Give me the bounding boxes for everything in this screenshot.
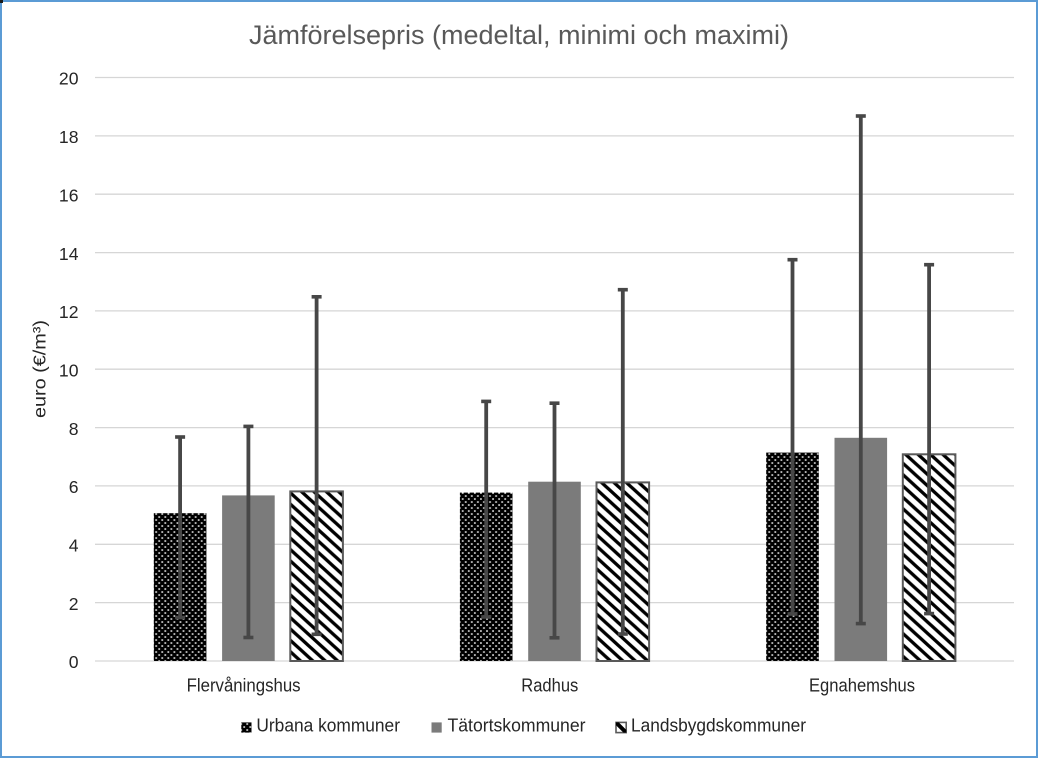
svg-text:Tätortskommuner: Tätortskommuner: [448, 715, 586, 736]
svg-text:4: 4: [69, 536, 79, 556]
svg-text:8: 8: [69, 419, 79, 439]
svg-text:16: 16: [59, 185, 79, 205]
svg-text:Landsbygdskommuner: Landsbygdskommuner: [631, 715, 806, 736]
svg-text:12: 12: [59, 302, 79, 322]
svg-text:10: 10: [59, 360, 79, 380]
svg-text:euro (€/m³): euro (€/m³): [30, 320, 50, 418]
svg-text:Egnahemshus: Egnahemshus: [809, 674, 915, 695]
svg-text:20: 20: [59, 69, 79, 89]
svg-text:Flervåningshus: Flervåningshus: [187, 674, 301, 695]
svg-text:Urbana kommuner: Urbana kommuner: [256, 715, 400, 736]
svg-text:Radhus: Radhus: [521, 674, 578, 695]
svg-text:Jämförelsepris (medeltal, mini: Jämförelsepris (medeltal, minimi och max…: [249, 20, 789, 50]
svg-text:0: 0: [69, 652, 79, 672]
svg-text:14: 14: [59, 244, 79, 264]
svg-text:6: 6: [69, 477, 79, 497]
svg-text:18: 18: [59, 127, 79, 147]
svg-text:2: 2: [69, 594, 79, 614]
